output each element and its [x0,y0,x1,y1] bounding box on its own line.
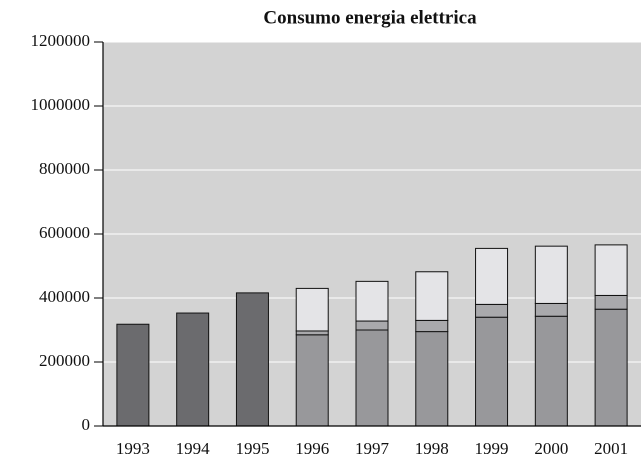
bar-segment [534,245,568,304]
y-tick-label: 0 [82,415,91,434]
x-tick-label: 1993 [116,439,150,458]
x-tick-label: 1996 [295,439,329,458]
bar-segment [475,316,509,427]
y-tick-label: 1000000 [31,95,91,114]
y-tick-label: 1200000 [31,31,91,50]
bar-segment [415,271,449,321]
chart-title: Consumo energia elettrica [263,7,477,28]
y-tick-label: 600000 [39,223,90,242]
x-tick-label: 1999 [475,439,509,458]
bar-segment [415,319,449,333]
bar-segment [534,315,568,427]
y-tick-label: 400000 [39,287,90,306]
bar-segment [295,287,329,332]
bar-segment [116,323,150,427]
x-tick-label: 2000 [534,439,568,458]
bar-segment [295,334,329,427]
x-tick-label: 1995 [235,439,269,458]
bar-segment [415,331,449,427]
bar-segment [355,329,389,427]
bar-segment [355,280,389,322]
x-tick-label: 1998 [415,439,449,458]
bar-segment [235,292,269,427]
bar-segment [176,312,210,427]
bar-segment [295,330,329,336]
x-tick-label: 1997 [355,439,390,458]
bar-segment [594,244,628,296]
bar-segment [594,308,628,427]
bar-segment [475,303,509,318]
y-tick-label: 200000 [39,351,90,370]
y-tick-label: 800000 [39,159,90,178]
bar-segment [355,320,389,331]
x-tick-label: 2001 [594,439,628,458]
bar-segment [534,302,568,317]
x-tick-label: 1994 [176,439,211,458]
bar-segment [594,294,628,310]
bar-segment [475,247,509,305]
